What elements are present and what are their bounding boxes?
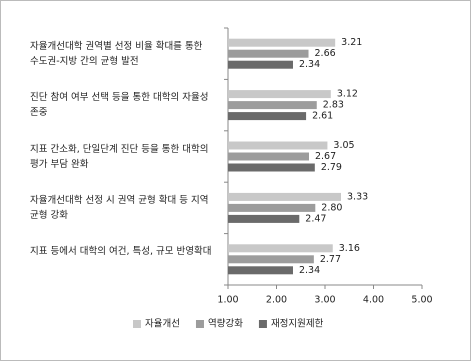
bar — [228, 214, 300, 223]
bar — [228, 90, 331, 99]
bar — [228, 163, 315, 172]
value-label: 2.77 — [320, 254, 341, 265]
x-tick-label: 3.00 — [314, 295, 335, 306]
legend-label: 자율개선 — [145, 319, 180, 330]
value-label: 3.05 — [333, 140, 354, 151]
bar — [228, 112, 307, 121]
value-label: 3.33 — [347, 191, 368, 202]
value-label: 2.34 — [299, 59, 320, 70]
value-label: 2.34 — [299, 265, 320, 276]
value-label: 2.66 — [315, 48, 336, 59]
legend-swatch — [258, 320, 267, 328]
bar — [228, 38, 336, 47]
value-label: 2.67 — [315, 151, 336, 162]
value-label: 2.47 — [305, 213, 326, 224]
value-label: 2.61 — [312, 111, 333, 122]
bar — [228, 203, 316, 212]
legend-swatch — [195, 320, 204, 328]
bar — [228, 192, 342, 201]
category-label: 자율개선대학 권역별 선정 비율 확대를 통한 수도권-지방 간의 균형 발전 — [30, 40, 203, 67]
category-label: 진단 참여 여부 선택 등을 통한 대학의 자율성 존중 — [30, 92, 209, 119]
value-label: 3.16 — [339, 243, 360, 254]
x-tick-label: 5.00 — [411, 295, 432, 306]
x-tick-label: 4.00 — [363, 295, 384, 306]
bar — [228, 266, 293, 275]
bar — [228, 101, 317, 110]
value-label: 2.79 — [321, 162, 342, 173]
category-label: 자율개선대학 선정 시 권역 균형 확대 등 지역 균형 강화 — [30, 194, 209, 221]
category-label: 지표 간소화, 단일단계 진단 등을 통한 대학의 평가 부담 완화 — [30, 143, 209, 170]
bar — [228, 255, 314, 264]
bar — [228, 141, 328, 150]
value-label: 2.83 — [323, 100, 344, 111]
legend-label: 역량강화 — [208, 318, 243, 330]
value-label: 2.80 — [321, 202, 342, 213]
value-label: 3.12 — [337, 89, 358, 100]
bar — [228, 152, 309, 161]
bar — [228, 49, 309, 58]
bar — [228, 60, 293, 69]
value-label: 3.21 — [341, 37, 362, 48]
legend-label: 재정지원제한 — [271, 319, 324, 330]
x-tick-label: 1.00 — [217, 295, 238, 306]
x-tick-label: 2.00 — [266, 295, 287, 306]
category-label: 지표 등에서 대학의 여건, 특성, 규모 반영확대 — [30, 246, 212, 258]
bar — [228, 244, 333, 253]
legend-swatch — [133, 320, 141, 328]
